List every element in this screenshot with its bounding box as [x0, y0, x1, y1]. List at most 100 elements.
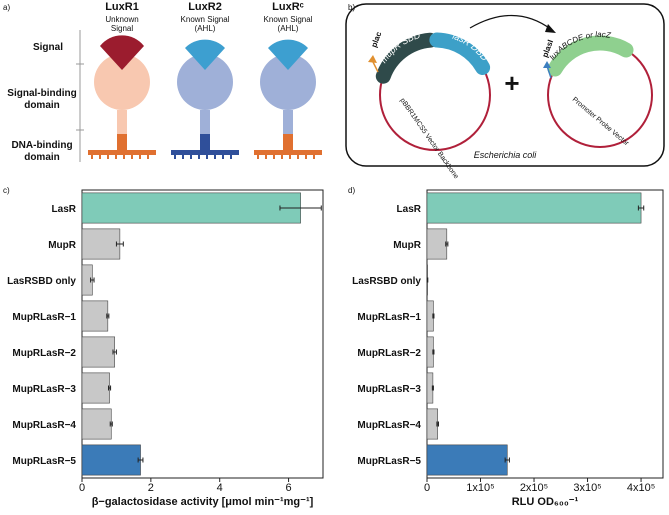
segment [429, 32, 491, 75]
bar [426, 228, 448, 260]
error-bar [445, 241, 449, 247]
y-tick-label: MupRLasR−3 [357, 384, 421, 395]
bar [81, 336, 116, 368]
signal-text: Known Signal [264, 15, 313, 24]
backbone-label: pBBR1MCS5 Vector Backbone [398, 97, 459, 180]
dna-stem [283, 134, 293, 150]
y-tick-label: MupRLasR−4 [12, 420, 76, 431]
x-axis-label: RLU OD₆₀₀⁻¹ [512, 496, 579, 508]
dna-domain [254, 150, 322, 155]
x-tick-label: 4x10⁵ [627, 482, 655, 494]
backbone-label: Promoter Probe Vector [571, 96, 631, 148]
y-tick-label: LasR [52, 204, 77, 215]
dna-domain [171, 150, 239, 155]
linker [283, 110, 293, 134]
binding-domain [177, 54, 233, 110]
protein-name: LuxR2 [188, 1, 222, 13]
error-bar [108, 385, 112, 391]
dna-domain [88, 150, 156, 155]
x-tick-label: 3x10⁵ [573, 482, 601, 494]
y-tick-label: LasRSBD only [7, 276, 76, 287]
x-tick-label: 6 [286, 482, 292, 494]
bar [81, 192, 301, 224]
error-bar [279, 205, 322, 211]
arrow-head [545, 24, 556, 33]
x-tick-label: 2x10⁵ [520, 482, 548, 494]
error-bar [426, 277, 429, 283]
y-tick-label: MupRLasR−5 [12, 456, 76, 467]
row-label: Signal-binding [7, 88, 76, 99]
binding-domain [94, 54, 150, 110]
x-tick-label: 4 [217, 482, 223, 494]
bar [426, 444, 508, 476]
signal [100, 35, 144, 70]
y-tick-label: MupRLasR−1 [357, 312, 421, 323]
protein-name: LuxR1 [105, 1, 139, 13]
error-bar [109, 421, 113, 427]
bar [81, 300, 109, 332]
cell [345, 3, 665, 167]
error-bar [432, 313, 435, 319]
x-axis-label: β−galactosidase activity [μmol min⁻¹mg⁻¹… [92, 496, 314, 508]
promoter-arrow [543, 61, 551, 68]
y-tick-label: LasRSBD only [352, 276, 421, 287]
signal-text: Signal [111, 24, 133, 33]
error-bar [137, 457, 144, 463]
y-tick-label: MupR [393, 240, 422, 251]
plot-frame [426, 189, 664, 479]
error-bar [436, 421, 440, 427]
row-label: Signal [33, 42, 63, 53]
row-label: domain [24, 152, 60, 163]
signal-text: (AHL) [278, 24, 299, 33]
signal-text: Known Signal [181, 15, 230, 24]
plus: + [504, 68, 519, 98]
reporter [547, 35, 634, 77]
binding-domain [260, 54, 316, 110]
error-bar [637, 205, 645, 211]
segment [375, 32, 438, 84]
bar [81, 408, 112, 440]
y-tick-label: MupRLasR−5 [357, 456, 421, 467]
row-label: DNA-binding [11, 140, 72, 151]
diagram-b: mupR SBD lasR DBD plac pBBR1MCS5 Vector … [345, 3, 665, 180]
bar [81, 228, 121, 260]
error-bar [115, 241, 124, 247]
signal [185, 39, 225, 70]
panel-label: b) [348, 3, 355, 12]
x-tick-label: 0 [79, 482, 85, 494]
signal [268, 39, 308, 70]
y-tick-label: MupRLasR−4 [357, 420, 421, 431]
bar [81, 372, 110, 404]
linker [117, 110, 127, 134]
x-tick-label: 2 [148, 482, 154, 494]
dna-stem [117, 134, 127, 150]
y-tick-label: MupRLasR−3 [12, 384, 76, 395]
diagram-a: Signal Signal-binding domain DNA-binding… [7, 1, 322, 163]
teeth [257, 155, 315, 159]
row-label: domain [24, 100, 60, 111]
panel-label: a) [3, 3, 10, 12]
error-bar [90, 277, 95, 283]
error-bar [112, 349, 117, 355]
linker [200, 110, 210, 134]
error-bar [106, 313, 110, 319]
error-bar [432, 349, 435, 355]
y-tick-label: MupR [48, 240, 77, 251]
promoter-label: plac [369, 30, 383, 49]
plot-frame [81, 189, 324, 479]
x-tick-label: 0 [424, 482, 430, 494]
y-tick-label: LasR [397, 204, 422, 215]
teeth [174, 155, 232, 159]
y-tick-label: MupRLasR−2 [357, 348, 421, 359]
signal-text: (AHL) [195, 24, 216, 33]
panel-label: d) [348, 186, 355, 195]
bar [426, 192, 642, 224]
error-bar [504, 457, 510, 463]
promoter-arrow [368, 55, 377, 63]
panel-label: c) [3, 186, 10, 195]
arrow [469, 14, 553, 31]
protein-name: LuxRᶜ [272, 1, 304, 13]
x-tick-label: 1x10⁵ [466, 482, 494, 494]
y-tick-label: MupRLasR−2 [12, 348, 76, 359]
